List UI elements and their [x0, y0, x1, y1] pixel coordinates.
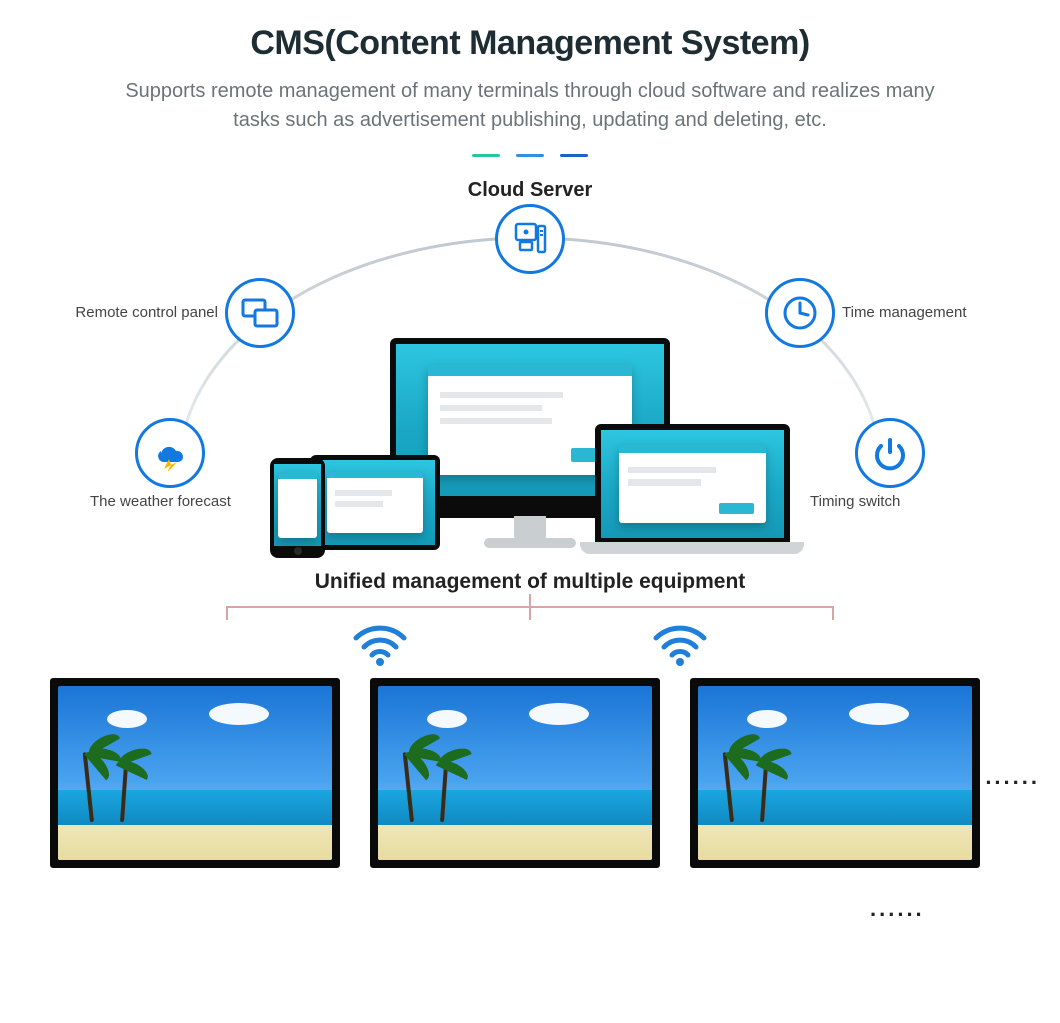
- wifi-icon: [650, 618, 710, 668]
- dash-icon: [472, 154, 500, 157]
- timing-switch-label: Timing switch: [810, 493, 900, 510]
- equipment-heading: Unified management of multiple equipment: [0, 570, 1060, 594]
- ellipsis-icon: ......: [985, 764, 1040, 790]
- wifi-icon: [350, 618, 410, 668]
- monitor-stand-icon: [514, 516, 546, 540]
- ellipsis-icon: ......: [870, 896, 925, 922]
- cloud-server-node: [495, 204, 565, 274]
- display-screen: #1: [50, 678, 340, 868]
- time-mgmt-label: Time management: [842, 304, 967, 321]
- remote-panel-label: Remote control panel: [75, 304, 218, 321]
- tablet-icon: [310, 455, 440, 550]
- connector-row: [150, 600, 910, 670]
- devices-cluster: [270, 338, 790, 568]
- display-screen: #2: [370, 678, 660, 868]
- weather-label: The weather forecast: [90, 493, 231, 510]
- weather-node: [135, 418, 205, 488]
- display-screen: #3: [690, 678, 980, 868]
- laptop-icon: [595, 424, 790, 544]
- decorative-dashes: [0, 147, 1060, 165]
- dash-icon: [516, 154, 544, 157]
- screens-row: #1 #2 #3 .....: [50, 678, 1010, 888]
- phone-icon: [270, 458, 325, 558]
- cloud-diagram: Remote control panelTime managementThe w…: [80, 198, 980, 568]
- monitor-base-icon: [484, 538, 576, 548]
- dash-icon: [560, 154, 588, 157]
- timing-switch-node: [855, 418, 925, 488]
- page-subtitle: Supports remote management of many termi…: [100, 77, 960, 135]
- laptop-base-icon: [580, 542, 804, 554]
- page-title: CMS(Content Management System): [0, 24, 1060, 63]
